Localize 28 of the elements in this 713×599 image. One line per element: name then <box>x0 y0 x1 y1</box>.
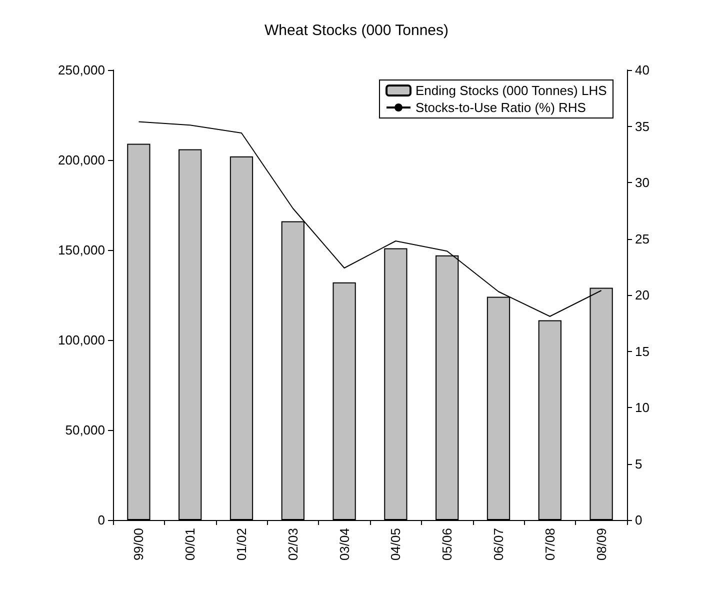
y2-tick-label: 30 <box>635 175 650 190</box>
x-tick-label: 08/09 <box>594 528 609 561</box>
y-tick-label: 200,000 <box>58 152 105 168</box>
y-tick-label: 150,000 <box>58 242 105 258</box>
x-tick-label: 04/05 <box>388 528 404 561</box>
y-tick-label: 250,000 <box>58 62 105 78</box>
y2-tick-label: 5 <box>635 456 642 472</box>
y2-tick-label: 25 <box>635 231 650 246</box>
x-tick-label: 05/06 <box>440 528 455 561</box>
x-tick-label: 07/08 <box>542 528 558 561</box>
x-tick-label: 99/00 <box>131 528 146 561</box>
y-tick-label: 50,000 <box>65 422 105 438</box>
legend-label: Stocks-to-Use Ratio (%) RHS <box>416 100 586 115</box>
x-tick-label: 02/03 <box>285 528 300 561</box>
y2-tick-label: 0 <box>635 512 642 528</box>
x-tick-label: 03/04 <box>336 528 352 561</box>
y2-tick-label: 20 <box>635 288 650 302</box>
y-tick-label: 100,000 <box>58 332 105 348</box>
y2-tick-label: 10 <box>635 400 650 415</box>
y-tick-label: 0 <box>98 512 105 528</box>
legend-label: Ending Stocks (000 Tonnes) LHS <box>416 83 608 98</box>
y2-tick-label: 35 <box>635 118 650 134</box>
x-tick-label: 01/02 <box>234 528 249 561</box>
y2-tick-label: 15 <box>635 344 650 359</box>
x-tick-label: 00/01 <box>182 528 198 561</box>
x-tick-label: 06/07 <box>491 528 506 561</box>
chart-title: Wheat Stocks (000 Tonnes) <box>264 22 448 39</box>
y2-tick-label: 40 <box>635 62 650 78</box>
